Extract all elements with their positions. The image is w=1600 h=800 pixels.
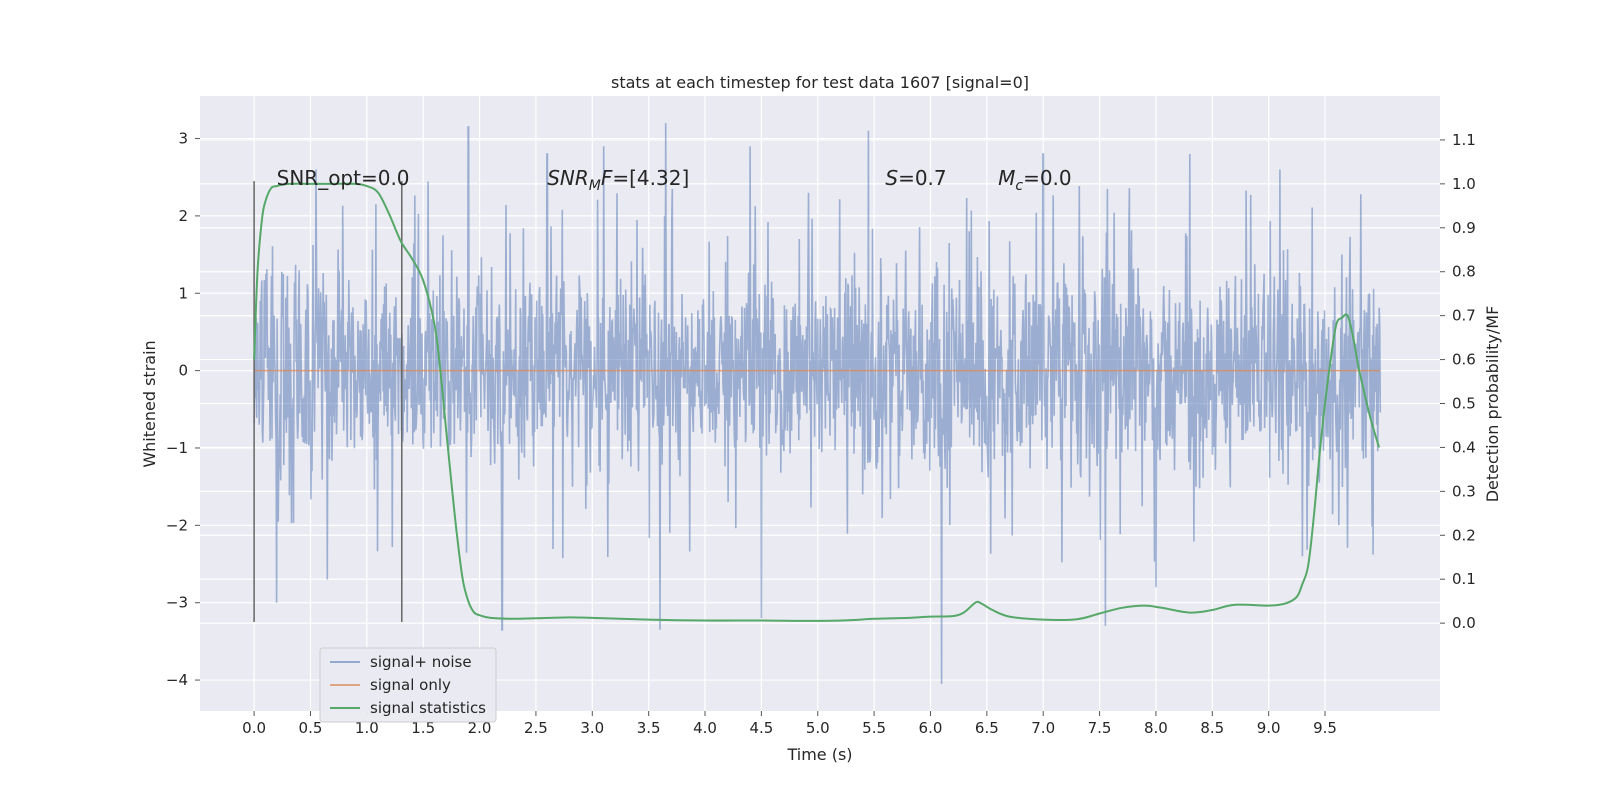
noise-series [253,123,1382,684]
x-tick-label: 5.5 [862,719,886,737]
annotation-text: SNRMF=[4.32] [547,166,689,194]
x-tick-label: 7.0 [1031,719,1055,737]
x-tick-label: 5.0 [806,719,830,737]
legend-label-stat: signal statistics [370,699,486,717]
axis-ticks: 0.0 0.5 1.0 1.5 2.0 2.5 3.0 3.5 4.0 4.5 5.0 5.5 6.0 6… [166,130,1476,737]
legend-label-noise: signal+ noise [370,653,472,671]
y-right-tick-label: 0.1 [1452,570,1476,588]
y-left-tick-label: −3 [166,594,188,612]
legend-label-signal: signal only [370,676,451,694]
x-tick-label: 3.5 [637,719,661,737]
x-tick-label: 9.0 [1257,719,1281,737]
x-tick-label: 1.5 [411,719,435,737]
x-tick-label: 8.0 [1144,719,1168,737]
x-tick-label: 0.0 [242,719,266,737]
signal-statistics-series [253,182,1381,622]
x-tick-label: 1.0 [355,719,379,737]
y-axis-right-label: Detection probability/MF [1483,306,1502,503]
y-right-tick-label: 1.1 [1452,131,1476,149]
annotation-text: S=0.7 [885,166,946,190]
y-right-tick-label: 0.6 [1452,351,1476,369]
legend: signal+ noise signal only signal statist… [319,647,497,723]
y-right-tick-label: 0.5 [1452,395,1476,413]
x-tick-label: 2.5 [524,719,548,737]
annotation-text: Mc=0.0 [998,166,1072,194]
y-right-tick-label: 0.2 [1452,526,1476,544]
y-left-tick-label: 3 [178,130,188,148]
y-right-tick-label: 0.7 [1452,307,1476,325]
x-tick-label: 4.0 [693,719,717,737]
y-left-tick-label: −2 [166,516,188,534]
x-axis-label: Time (s) [786,745,852,764]
y-left-tick-label: −1 [166,439,188,457]
x-tick-label: 9.5 [1313,719,1337,737]
y-right-tick-label: 0.3 [1452,482,1476,500]
y-right-tick-label: 1.0 [1452,175,1476,193]
annotations: SNR_opt=0.0 SNRMF=[4.32] S=0.7 Mc=0.0 [277,166,1072,194]
x-tick-label: 3.0 [580,719,604,737]
noise-line [253,123,1382,684]
x-tick-label: 6.5 [975,719,999,737]
y-left-tick-label: 2 [178,207,188,225]
x-tick-label: 7.5 [1088,719,1112,737]
y-right-tick-label: 0.0 [1452,614,1476,632]
vertical-markers [253,181,403,623]
legend-box [319,647,497,723]
x-tick-label: 6.0 [919,719,943,737]
chart-title: stats at each timestep for test data 160… [611,73,1029,92]
y-right-tick-label: 0.4 [1452,438,1476,456]
annotation-text: SNR_opt=0.0 [277,166,410,190]
y-right-tick-label: 0.8 [1452,263,1476,281]
x-tick-label: 0.5 [299,719,323,737]
y-right-tick-label: 0.9 [1452,219,1476,237]
y-left-tick-label: 0 [178,362,188,380]
signal-statistics-line [253,182,1381,622]
y-axis-left-label: Whitened strain [140,340,159,467]
x-tick-label: 2.0 [468,719,492,737]
y-left-tick-label: −4 [166,671,188,689]
x-tick-label: 4.5 [749,719,773,737]
y-left-tick-label: 1 [178,284,188,302]
x-tick-label: 8.5 [1200,719,1224,737]
